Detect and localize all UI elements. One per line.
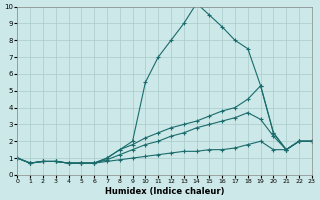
X-axis label: Humidex (Indice chaleur): Humidex (Indice chaleur) (105, 187, 224, 196)
